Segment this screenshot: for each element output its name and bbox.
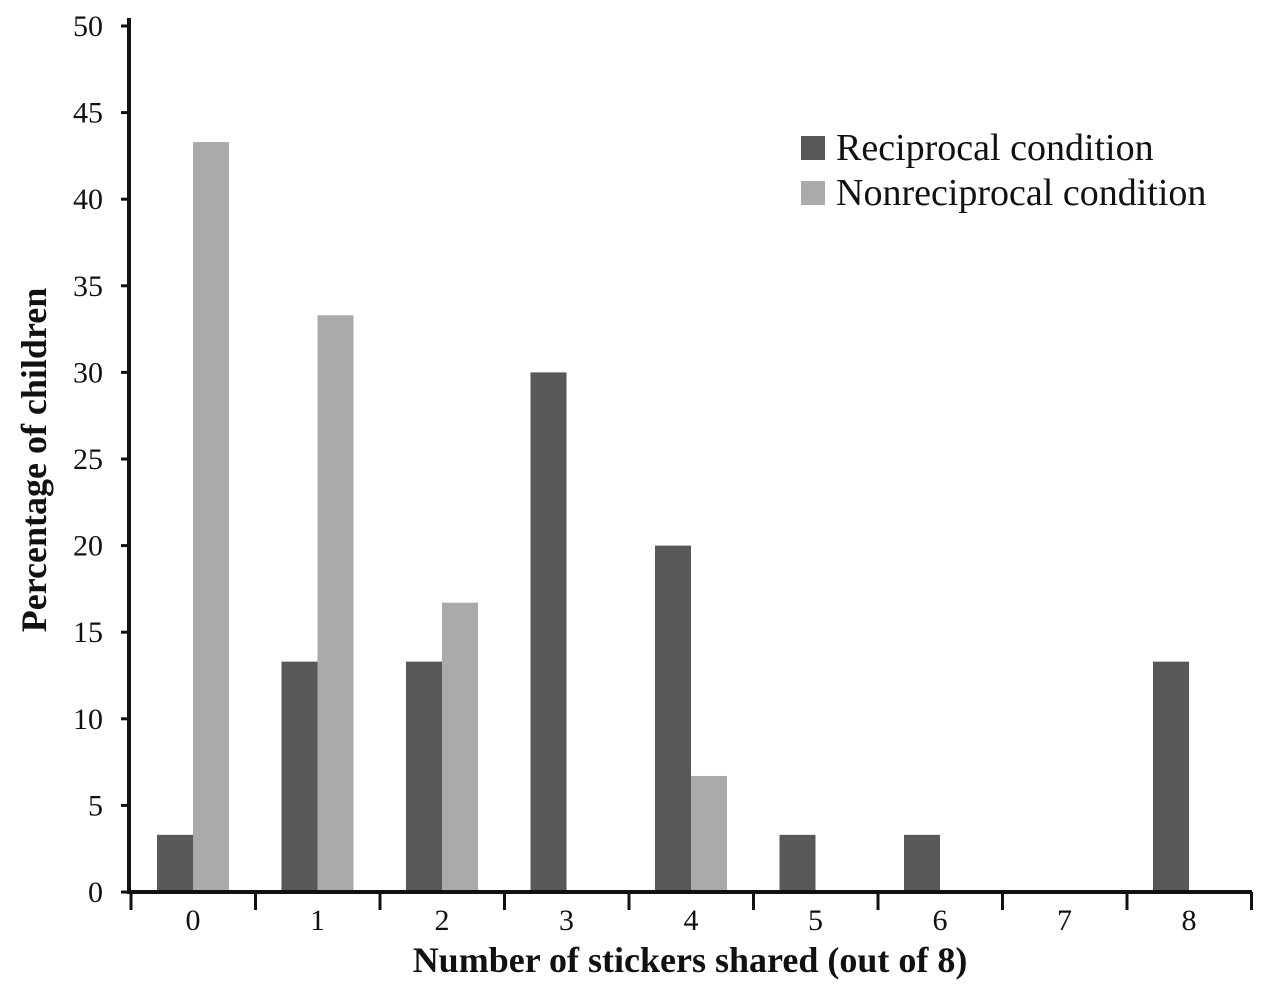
legend-label-nonreciprocal: Nonreciprocal condition (836, 172, 1206, 214)
bar-reciprocal-4 (655, 545, 691, 892)
y-axis-ticks: 0 5 10 15 20 25 30 35 40 45 50 (73, 10, 129, 909)
bar-reciprocal-0 (157, 834, 193, 892)
bars-group (157, 142, 1189, 892)
bar-nonreciprocal-4 (691, 775, 727, 892)
x-tick-label-6: 6 (933, 904, 948, 937)
y-tick-label: 5 (88, 789, 103, 822)
legend: Reciprocal condition Nonreciprocal condi… (801, 127, 1206, 214)
y-tick-label: 0 (88, 876, 103, 909)
bar-reciprocal-6 (904, 834, 940, 892)
bar-reciprocal-2 (406, 661, 442, 892)
x-tick-label-5: 5 (808, 904, 823, 937)
x-axis-title: Number of stickers shared (out of 8) (413, 940, 968, 980)
y-tick-label: 10 (73, 703, 103, 736)
y-tick-label: 15 (73, 616, 103, 649)
bar-reciprocal-1 (281, 661, 318, 892)
bar-nonreciprocal-2 (442, 602, 478, 892)
x-tick-label-7: 7 (1057, 904, 1072, 937)
x-axis-ticks: 0 1 2 3 4 5 6 7 8 (129, 892, 1253, 937)
x-tick-label-2: 2 (435, 904, 450, 937)
bar-nonreciprocal-0 (193, 142, 229, 892)
y-tick-label: 40 (73, 183, 103, 216)
legend-label-reciprocal: Reciprocal condition (836, 127, 1154, 169)
legend-swatch-reciprocal (801, 136, 825, 160)
y-axis-title: Percentage of children (14, 288, 54, 633)
bar-reciprocal-8 (1153, 661, 1189, 892)
legend-swatch-nonreciprocal (801, 181, 825, 205)
x-tick-label-4: 4 (684, 904, 699, 937)
y-tick-label: 20 (73, 530, 103, 563)
bar-reciprocal-3 (530, 372, 567, 892)
x-tick-label-0: 0 (186, 904, 201, 937)
y-tick-label: 30 (73, 356, 103, 389)
x-tick-label-8: 8 (1182, 904, 1197, 937)
y-tick-label: 25 (73, 443, 103, 476)
bar-nonreciprocal-1 (317, 315, 354, 892)
x-tick-label-3: 3 (559, 904, 574, 937)
y-tick-label: 50 (73, 10, 103, 43)
x-tick-label-1: 1 (310, 904, 325, 937)
y-tick-label: 35 (73, 270, 103, 303)
y-tick-label: 45 (73, 97, 103, 130)
bar-reciprocal-5 (779, 834, 816, 892)
